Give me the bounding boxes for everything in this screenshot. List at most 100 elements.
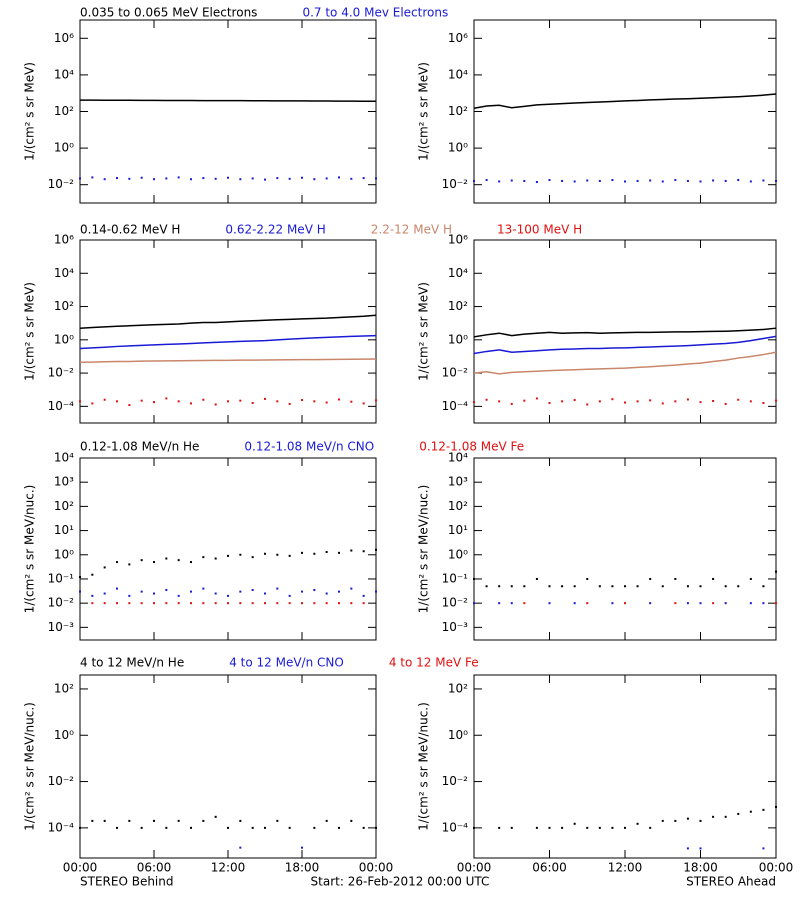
data-point xyxy=(686,398,689,401)
data-point xyxy=(190,826,192,829)
y-tick-label: 10² xyxy=(448,104,468,118)
data-point xyxy=(375,826,377,829)
data-point xyxy=(103,178,106,181)
data-point xyxy=(561,826,564,829)
data-point xyxy=(325,401,328,404)
data-point xyxy=(276,553,279,556)
y-axis-label: 1/(cm² s sr MeV) xyxy=(417,282,431,381)
data-point xyxy=(103,592,106,595)
data-point xyxy=(674,602,677,605)
data-point xyxy=(573,180,576,183)
data-point xyxy=(362,826,365,829)
data-point xyxy=(301,846,303,849)
plot-frame xyxy=(79,19,377,204)
data-point xyxy=(338,176,340,179)
data-point xyxy=(598,179,601,182)
data-point xyxy=(586,403,589,406)
y-tick-label: 10⁻⁴ xyxy=(48,399,75,413)
data-point xyxy=(140,399,143,402)
data-point xyxy=(712,815,715,818)
data-point xyxy=(202,177,205,180)
data-point xyxy=(762,808,765,811)
legend-entry: 4 to 12 MeV/n CNO xyxy=(229,656,344,670)
y-tick-label: 10⁻¹ xyxy=(48,571,75,585)
data-point xyxy=(350,549,353,552)
data-point xyxy=(548,826,551,829)
data-point xyxy=(561,400,564,403)
data-point xyxy=(153,819,155,822)
x-tick-label: 00:00 xyxy=(63,861,98,875)
data-point xyxy=(214,403,217,406)
data-point xyxy=(79,576,81,579)
data-point xyxy=(573,399,576,402)
data-point xyxy=(473,401,475,404)
data-point xyxy=(686,585,689,588)
data-point xyxy=(313,400,316,403)
data-point xyxy=(611,585,614,588)
x-tick-label: 06:00 xyxy=(137,861,172,875)
legend-entry: 4 to 12 MeV Fe xyxy=(389,656,479,670)
data-point xyxy=(523,585,526,588)
data-point xyxy=(313,588,316,591)
plot-frame xyxy=(79,239,377,424)
x-tick-label: 18:00 xyxy=(683,861,718,875)
data-point xyxy=(79,177,81,180)
data-point xyxy=(251,556,254,559)
data-point xyxy=(165,826,168,829)
data-point xyxy=(116,177,118,180)
data-point xyxy=(116,826,118,829)
series-line xyxy=(80,99,376,102)
data-point xyxy=(128,602,131,605)
series-line xyxy=(79,334,377,350)
data-point xyxy=(699,180,702,183)
data-point xyxy=(510,602,513,605)
data-point xyxy=(202,587,205,590)
x-tick-label: 00:00 xyxy=(759,861,794,875)
data-point xyxy=(276,177,279,180)
data-point xyxy=(762,401,765,404)
data-point xyxy=(128,177,131,180)
data-point xyxy=(202,819,205,822)
data-point xyxy=(177,602,180,605)
data-point xyxy=(239,399,242,402)
data-point xyxy=(473,602,475,605)
data-point xyxy=(485,398,488,401)
data-point xyxy=(288,602,291,605)
y-tick-label: 10⁻¹ xyxy=(442,571,469,585)
data-point xyxy=(699,585,702,588)
data-point xyxy=(190,402,192,405)
data-point xyxy=(661,402,664,405)
data-point xyxy=(624,585,626,588)
data-point xyxy=(91,176,94,179)
x-tick-label: 00:00 xyxy=(359,861,394,875)
data-point xyxy=(586,179,589,182)
data-point xyxy=(674,400,677,403)
data-point xyxy=(649,577,652,580)
data-point xyxy=(375,399,377,402)
data-point xyxy=(611,398,614,401)
y-tick-label: 10⁻⁴ xyxy=(48,820,75,834)
data-point xyxy=(103,566,106,569)
y-tick-label: 10⁴ xyxy=(448,67,468,81)
plot-frame xyxy=(473,19,777,204)
data-point xyxy=(91,573,94,576)
data-point xyxy=(177,594,180,597)
data-point xyxy=(636,400,639,403)
data-point xyxy=(749,180,752,183)
y-tick-label: 10⁶ xyxy=(54,31,74,45)
data-point xyxy=(498,602,501,605)
data-point xyxy=(338,551,340,554)
data-point xyxy=(611,179,614,182)
data-point xyxy=(202,398,205,401)
data-point xyxy=(573,822,576,825)
data-point xyxy=(288,594,291,597)
data-point xyxy=(724,179,727,182)
data-point xyxy=(498,585,501,588)
data-point xyxy=(498,826,501,829)
data-point xyxy=(737,179,740,182)
y-tick-label: 10³ xyxy=(448,475,468,489)
data-point xyxy=(338,602,340,605)
data-point xyxy=(712,400,715,403)
data-point xyxy=(325,592,328,595)
